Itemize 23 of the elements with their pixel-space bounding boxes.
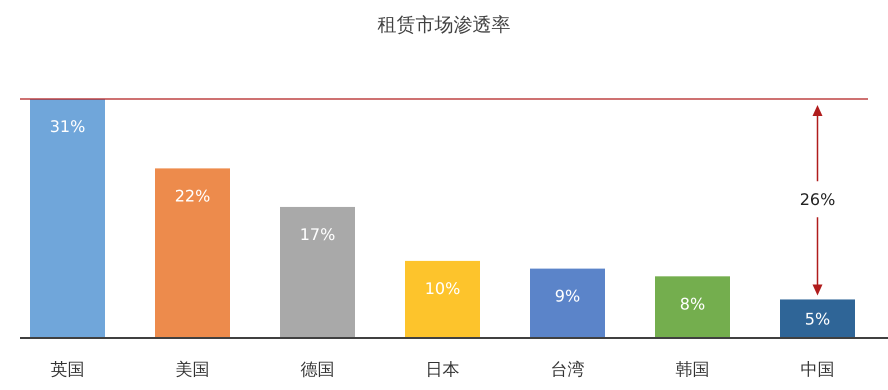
x-tick-label: 美国 (176, 360, 210, 380)
data-label: 17% (300, 224, 336, 244)
x-tick-label: 中国 (800, 360, 834, 380)
bar (155, 168, 230, 338)
annotation: 26% (800, 190, 836, 210)
x-tick-label: 韩国 (676, 360, 710, 380)
bar (30, 99, 105, 338)
bar (280, 206, 355, 338)
chart-title: 租赁市场渗透率 (378, 14, 510, 36)
bar (530, 268, 605, 338)
data-label: 8% (680, 294, 706, 314)
data-label: 31% (50, 117, 86, 136)
x-tick-label: 台湾 (550, 360, 584, 380)
data-label: 5% (804, 310, 830, 329)
bar (405, 260, 480, 338)
data-label: 10% (424, 278, 460, 298)
bar (655, 276, 730, 338)
x-tick-label: 日本 (426, 360, 460, 380)
x-tick-label: 德国 (300, 360, 334, 380)
data-label: 22% (174, 186, 210, 206)
bar (780, 299, 855, 338)
x-tick-label: 英国 (50, 360, 84, 380)
data-label: 9% (554, 286, 580, 306)
